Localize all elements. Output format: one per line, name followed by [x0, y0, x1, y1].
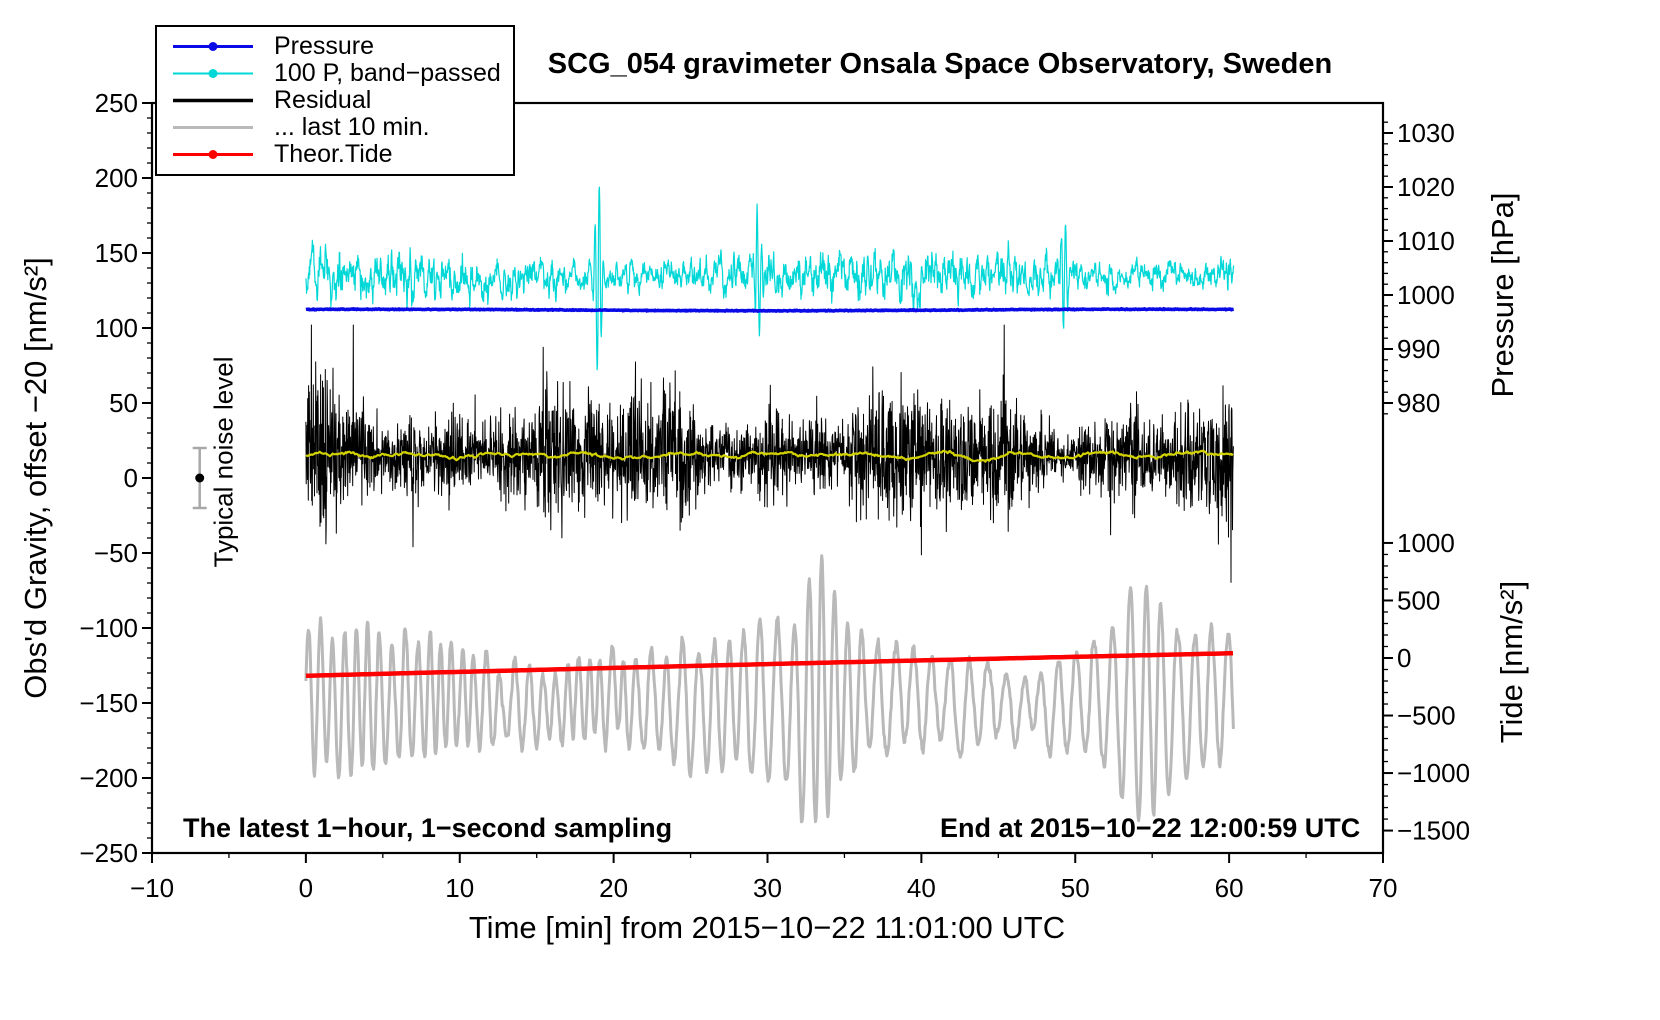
y-axis-pressure: 1030 1020 1010 1000 990 980: [1383, 118, 1455, 418]
svg-text:1030: 1030: [1397, 118, 1455, 148]
svg-text:50: 50: [1061, 873, 1090, 903]
legend-label-residual: Residual: [274, 86, 372, 114]
legend-item-theor-tide: Theor.Tide: [161, 140, 513, 168]
sampling-annotation: The latest 1−hour, 1−second sampling: [183, 813, 673, 843]
svg-text:990: 990: [1397, 334, 1440, 364]
svg-text:10: 10: [445, 873, 474, 903]
svg-text:−250: −250: [79, 838, 138, 868]
plot-frame: [150, 101, 1385, 855]
legend-item-band-passed: 100 P, band−passed: [161, 59, 513, 87]
svg-text:100: 100: [95, 313, 138, 343]
legend-label-theor-tide: Theor.Tide: [274, 140, 393, 168]
y-axis-tide: 1000 500 0 −500 −1000 −1500: [1383, 528, 1470, 846]
chart-title: SCG_054 gravimeter Onsala Space Observat…: [547, 48, 1333, 80]
legend-item-pressure: Pressure: [161, 32, 513, 60]
x-axis: −10 0 10 20 30 40 50 60 70: [130, 853, 1398, 903]
legend-label-band-passed: 100 P, band−passed: [274, 59, 501, 87]
noise-level-dot: [195, 473, 205, 483]
svg-text:500: 500: [1397, 585, 1440, 615]
svg-text:1000: 1000: [1397, 528, 1455, 558]
svg-text:0: 0: [299, 873, 313, 903]
legend-label-pressure: Pressure: [274, 32, 375, 60]
svg-text:−200: −200: [79, 763, 138, 793]
series-theor-tide: [305, 650, 1234, 679]
noise-level-errorbar: [192, 446, 207, 510]
svg-text:−1000: −1000: [1397, 758, 1470, 788]
noise-level-annotation: Typical noise level: [208, 356, 239, 568]
legend-swatch-last-10-min-icon: [173, 126, 253, 129]
svg-text:1010: 1010: [1397, 226, 1455, 256]
legend: Pressure 100 P, band−passed Residual ...…: [155, 25, 515, 176]
svg-text:150: 150: [95, 238, 138, 268]
svg-text:60: 60: [1215, 873, 1244, 903]
y-axis-label-tide: Tide [nm/s²]: [1494, 580, 1529, 744]
svg-text:1020: 1020: [1397, 172, 1455, 202]
svg-text:0: 0: [124, 463, 138, 493]
svg-text:−100: −100: [79, 613, 138, 643]
series-pressure: [304, 306, 1235, 313]
series-residual-smoothed: [305, 449, 1234, 463]
y-axis-label-pressure: Pressure [hPa]: [1485, 192, 1520, 398]
svg-text:−500: −500: [1397, 701, 1456, 731]
svg-text:−10: −10: [130, 873, 174, 903]
legend-swatch-residual-icon: [173, 98, 253, 103]
series-band-passed-pressure: [305, 186, 1235, 371]
y-axis-label-left: Obs'd Gravity, offset −20 [nm/s²]: [18, 257, 53, 699]
series-residual: [305, 324, 1234, 583]
legend-item-last-10-min: ... last 10 min.: [161, 113, 513, 141]
svg-text:980: 980: [1397, 388, 1440, 418]
svg-text:50: 50: [109, 388, 138, 418]
y-axis-left: 250 200 150 100 50 0 −50 −100 −150 −200 −250: [79, 88, 152, 868]
svg-text:30: 30: [753, 873, 782, 903]
legend-swatch-band-passed-icon: [173, 69, 253, 78]
svg-text:40: 40: [907, 873, 936, 903]
end-time-annotation: End at 2015−10−22 12:00:59 UTC: [940, 813, 1361, 843]
svg-text:250: 250: [95, 88, 138, 118]
svg-text:20: 20: [599, 873, 628, 903]
x-axis-label: Time [min] from 2015−10−22 11:01:00 UTC: [468, 910, 1066, 945]
svg-text:0: 0: [1397, 643, 1411, 673]
series-residual-last-10-min: [304, 554, 1235, 824]
svg-text:−150: −150: [79, 688, 138, 718]
legend-item-residual: Residual: [161, 86, 513, 114]
svg-text:−1500: −1500: [1397, 816, 1470, 846]
legend-swatch-pressure-icon: [173, 42, 253, 51]
svg-text:−50: −50: [94, 538, 138, 568]
legend-label-last-10-min: ... last 10 min.: [274, 113, 430, 141]
svg-text:1000: 1000: [1397, 280, 1455, 310]
svg-text:200: 200: [95, 163, 138, 193]
svg-text:70: 70: [1369, 873, 1398, 903]
legend-swatch-theor-tide-icon: [173, 150, 253, 159]
